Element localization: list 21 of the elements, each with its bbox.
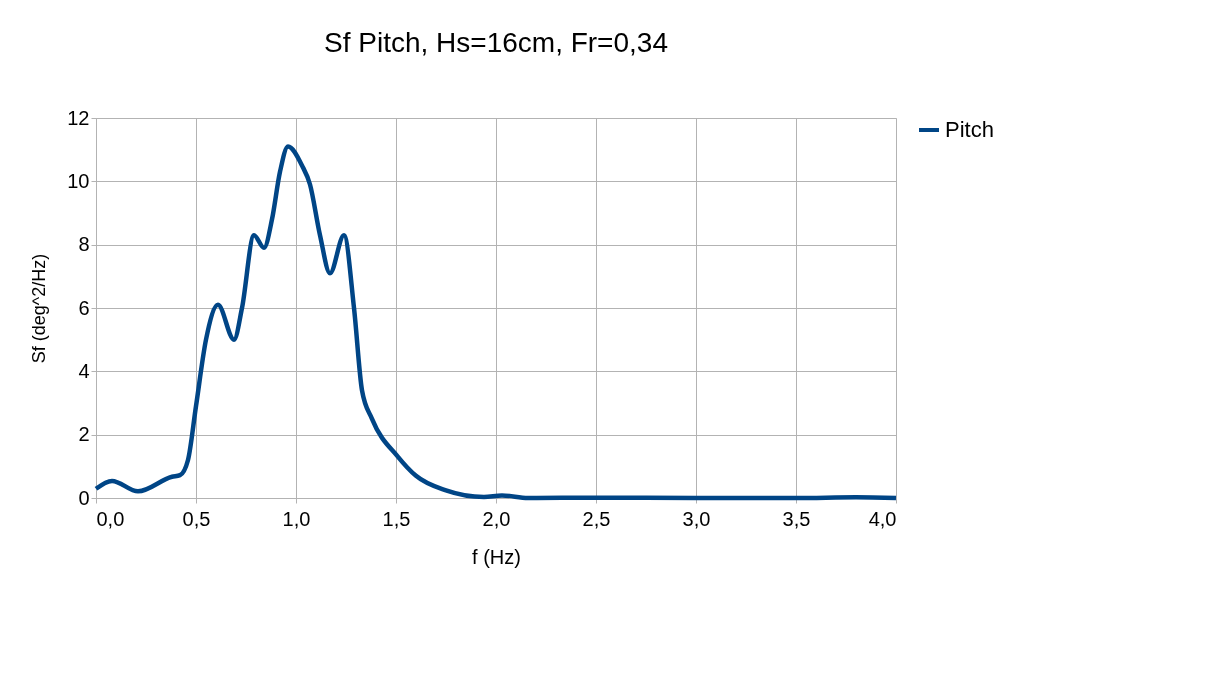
x-tick-label: 4,0 <box>868 507 897 530</box>
x-tick-label: 0,5 <box>182 507 211 530</box>
legend-label: Pitch <box>945 117 994 142</box>
y-axis-title: Sf (deg^2/Hz) <box>29 253 50 364</box>
y-tick-label: 10 <box>67 169 90 192</box>
x-tick-label: 1,5 <box>382 507 411 530</box>
y-tick-label: 0 <box>78 486 90 509</box>
x-tick-label: 3,0 <box>682 507 711 530</box>
x-axis-title: f (Hz) <box>472 545 521 568</box>
y-tick-label: 6 <box>78 296 90 319</box>
x-tick-label: 3,5 <box>782 507 811 530</box>
x-tick-label: 1,0 <box>282 507 311 530</box>
y-tick-label: 8 <box>78 233 90 256</box>
y-tick-label: 2 <box>78 423 90 446</box>
x-tick-label: 2,0 <box>482 507 511 530</box>
x-tick-label: 2,5 <box>582 507 611 530</box>
y-tick-label: 12 <box>67 106 90 129</box>
line-series <box>93 144 899 501</box>
y-tick-label: 4 <box>78 359 90 382</box>
chart-title: Sf Pitch, Hs=16cm, Fr=0,34 <box>324 27 668 58</box>
x-tick-label: 0,0 <box>96 507 125 530</box>
